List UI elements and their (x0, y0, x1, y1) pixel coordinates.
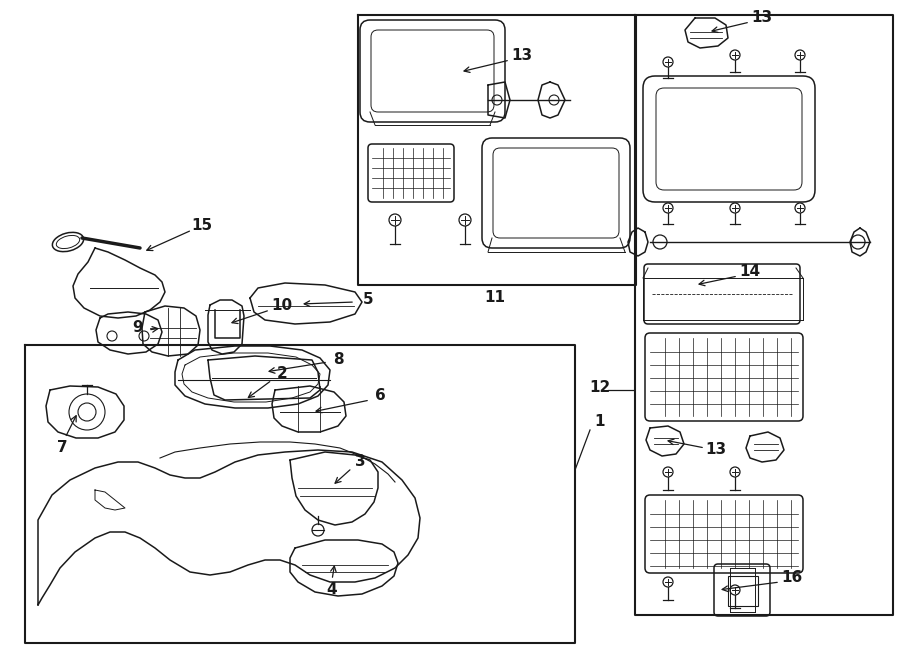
Bar (728, 576, 758, 606)
Text: 9: 9 (132, 321, 143, 336)
Text: 2: 2 (276, 366, 287, 381)
Text: 14: 14 (740, 264, 760, 280)
Text: 13: 13 (752, 11, 772, 26)
Text: 11: 11 (484, 290, 506, 305)
Text: 1: 1 (595, 414, 605, 430)
Ellipse shape (52, 233, 84, 252)
Text: 4: 4 (327, 582, 338, 598)
Text: 13: 13 (706, 442, 726, 457)
Text: 8: 8 (333, 352, 343, 368)
Text: 6: 6 (374, 389, 385, 403)
Text: 15: 15 (192, 219, 212, 233)
Text: 13: 13 (511, 48, 533, 63)
Text: 3: 3 (355, 455, 365, 469)
Text: 12: 12 (590, 381, 610, 395)
Text: 16: 16 (781, 570, 803, 586)
Text: 7: 7 (57, 440, 68, 455)
Text: 10: 10 (272, 299, 292, 313)
Text: 5: 5 (363, 293, 374, 307)
